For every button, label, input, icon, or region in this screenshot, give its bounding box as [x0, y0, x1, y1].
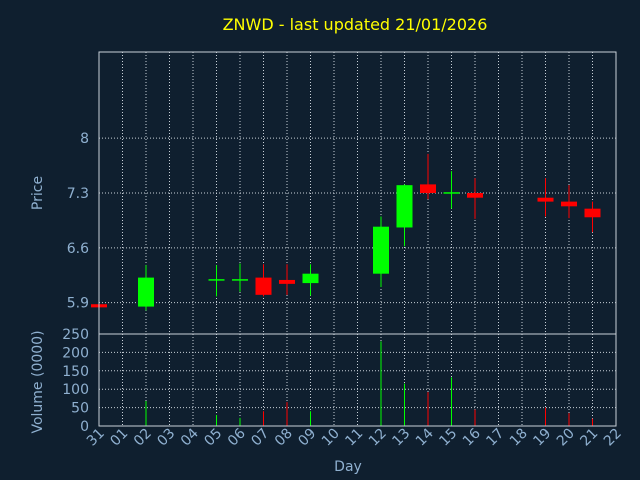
- volume-grid: [98, 334, 617, 426]
- candle-body: [255, 277, 272, 295]
- x-tick-label: 19: [530, 426, 554, 450]
- volume-y-tick-label: 0: [80, 419, 89, 435]
- volume-y-tick-label: 100: [62, 382, 89, 398]
- x-tick-label: 20: [554, 426, 578, 450]
- candle-body: [138, 277, 154, 307]
- candle-body: [561, 201, 577, 207]
- candle-body: [373, 226, 389, 274]
- volume-panel-frame: [98, 333, 617, 427]
- candle-body: [537, 197, 554, 202]
- volume-marks: [145, 341, 593, 426]
- x-tick-label: 07: [248, 426, 272, 450]
- price-grid: [98, 52, 617, 334]
- x-tick-label: 10: [319, 426, 343, 450]
- candle-body: [396, 185, 413, 228]
- price-y-tick-label: 8: [80, 131, 89, 147]
- x-tick-label: 15: [436, 426, 460, 450]
- price-y-ticks: 5.9 6.6 7.3 8: [67, 131, 89, 311]
- x-tick-label: 09: [295, 426, 319, 450]
- x-axis-label: Day: [334, 459, 362, 475]
- x-tick-label: 12: [366, 426, 390, 450]
- price-marks: [91, 153, 601, 311]
- candle-body: [443, 192, 460, 194]
- x-tick-label: 03: [154, 426, 178, 450]
- price-axis-label: Price: [30, 176, 46, 210]
- volume-y-tick-label: 150: [62, 364, 89, 380]
- x-tick-label: 02: [131, 426, 155, 450]
- candle-body: [584, 208, 601, 218]
- x-ticks: 31 01 02 03 04 05 06 07 08 09 10 11 12 13 14 15 16 17 18 19…: [84, 425, 625, 449]
- x-tick-label: 01: [107, 426, 131, 450]
- candle-body: [420, 184, 436, 193]
- volume-y-tick-label: 200: [62, 345, 89, 361]
- candle-body: [302, 273, 319, 284]
- candle-body: [208, 279, 225, 281]
- volume-y-ticks: 0 50 100 150 200 250: [62, 327, 89, 435]
- x-tick-label: 14: [413, 425, 437, 449]
- x-tick-label: 04: [178, 425, 202, 449]
- x-tick-label: 18: [507, 426, 531, 450]
- x-tick-label: 06: [225, 425, 249, 449]
- chart-title: ZNWD - last updated 21/01/2026: [223, 15, 488, 34]
- price-y-tick-label: 7.3: [67, 186, 89, 202]
- volume-axis-label: Volume (0000): [30, 330, 46, 433]
- x-tick-label: 21: [577, 426, 601, 450]
- candle-body: [467, 193, 483, 198]
- x-tick-label: 17: [483, 426, 507, 450]
- x-tick-label: 22: [601, 426, 625, 450]
- price-y-tick-label: 5.9: [67, 296, 89, 312]
- x-tick-label: 05: [201, 426, 225, 450]
- x-tick-label: 08: [272, 426, 296, 450]
- x-tick-label: 11: [342, 426, 366, 450]
- volume-y-tick-label: 250: [62, 327, 89, 343]
- candle-body: [232, 279, 248, 281]
- candle-body: [279, 279, 295, 284]
- volume-y-tick-label: 50: [71, 401, 89, 417]
- x-tick-label: 13: [389, 426, 413, 450]
- price-y-tick-label: 6.6: [67, 241, 89, 257]
- x-tick-label: 16: [460, 425, 484, 449]
